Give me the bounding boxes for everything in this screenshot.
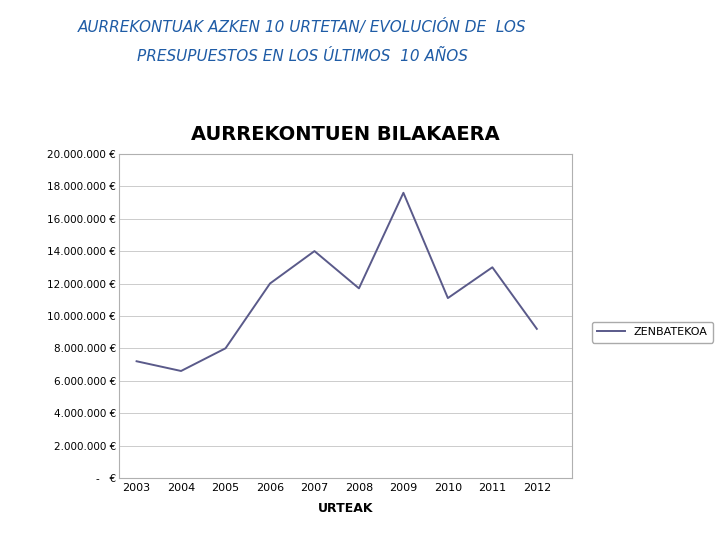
Title: AURREKONTUEN BILAKAERA: AURREKONTUEN BILAKAERA xyxy=(192,125,500,144)
Text: PRESUPUESTOS EN LOS ÚLTIMOS  10 AÑOS: PRESUPUESTOS EN LOS ÚLTIMOS 10 AÑOS xyxy=(137,49,468,64)
Legend: ZENBATEKOA: ZENBATEKOA xyxy=(592,321,714,343)
Text: AURREKONTUAK AZKEN 10 URTETAN/ EVOLUCIÓN DE  LOS: AURREKONTUAK AZKEN 10 URTETAN/ EVOLUCIÓN… xyxy=(78,19,526,35)
X-axis label: URTEAK: URTEAK xyxy=(318,502,374,515)
